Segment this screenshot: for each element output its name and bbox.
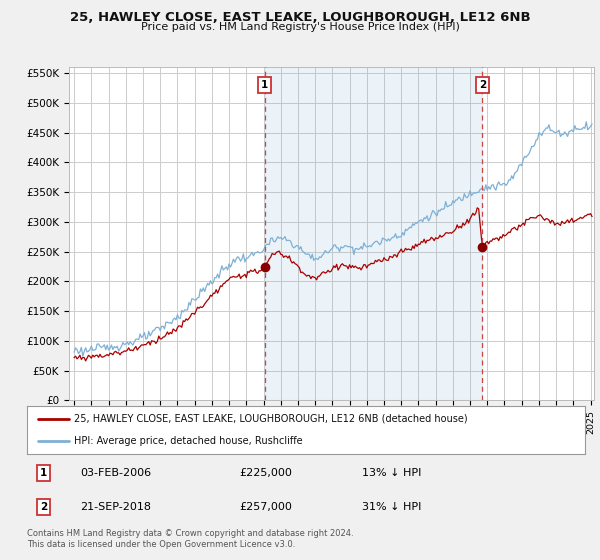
Text: 1: 1 — [261, 80, 269, 90]
Text: 2: 2 — [40, 502, 47, 512]
Text: £257,000: £257,000 — [239, 502, 292, 512]
Text: 2: 2 — [479, 80, 486, 90]
Text: Price paid vs. HM Land Registry's House Price Index (HPI): Price paid vs. HM Land Registry's House … — [140, 22, 460, 32]
Text: HPI: Average price, detached house, Rushcliffe: HPI: Average price, detached house, Rush… — [74, 436, 303, 446]
Text: 31% ↓ HPI: 31% ↓ HPI — [362, 502, 421, 512]
Text: 13% ↓ HPI: 13% ↓ HPI — [362, 468, 421, 478]
Text: 1: 1 — [40, 468, 47, 478]
Text: £225,000: £225,000 — [239, 468, 292, 478]
Text: 25, HAWLEY CLOSE, EAST LEAKE, LOUGHBOROUGH, LE12 6NB: 25, HAWLEY CLOSE, EAST LEAKE, LOUGHBOROU… — [70, 11, 530, 24]
Text: Contains HM Land Registry data © Crown copyright and database right 2024.
This d: Contains HM Land Registry data © Crown c… — [27, 529, 353, 549]
Bar — [265, 67, 482, 400]
Text: 03-FEB-2006: 03-FEB-2006 — [80, 468, 151, 478]
Text: 25, HAWLEY CLOSE, EAST LEAKE, LOUGHBOROUGH, LE12 6NB (detached house): 25, HAWLEY CLOSE, EAST LEAKE, LOUGHBOROU… — [74, 414, 468, 424]
Text: 21-SEP-2018: 21-SEP-2018 — [80, 502, 151, 512]
